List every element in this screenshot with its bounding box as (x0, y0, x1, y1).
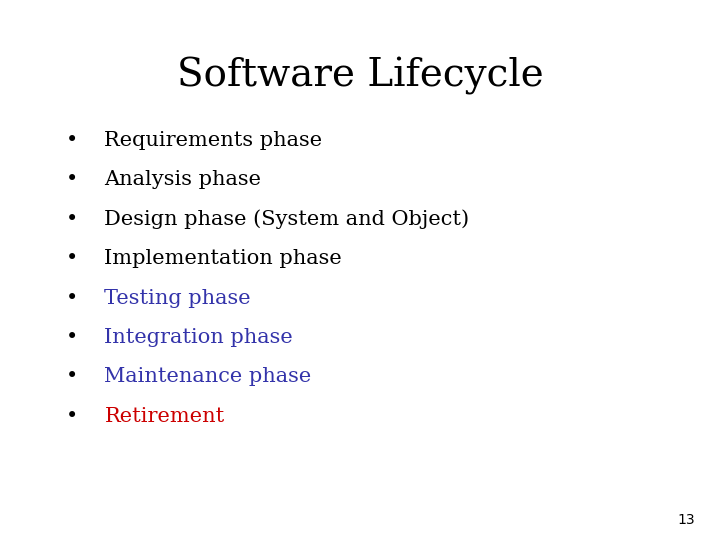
Text: Integration phase: Integration phase (104, 328, 293, 347)
Text: Analysis phase: Analysis phase (104, 170, 261, 190)
Text: Software Lifecycle: Software Lifecycle (176, 57, 544, 94)
Text: Maintenance phase: Maintenance phase (104, 367, 312, 387)
Text: Design phase (System and Object): Design phase (System and Object) (104, 210, 469, 229)
Text: •: • (66, 367, 78, 387)
Text: Requirements phase: Requirements phase (104, 131, 323, 150)
Text: •: • (66, 210, 78, 229)
Text: Testing phase: Testing phase (104, 288, 251, 308)
Text: •: • (66, 407, 78, 426)
Text: •: • (66, 170, 78, 190)
Text: •: • (66, 131, 78, 150)
Text: •: • (66, 328, 78, 347)
Text: •: • (66, 288, 78, 308)
Text: •: • (66, 249, 78, 268)
Text: 13: 13 (678, 512, 695, 526)
Text: Retirement: Retirement (104, 407, 225, 426)
Text: Implementation phase: Implementation phase (104, 249, 342, 268)
